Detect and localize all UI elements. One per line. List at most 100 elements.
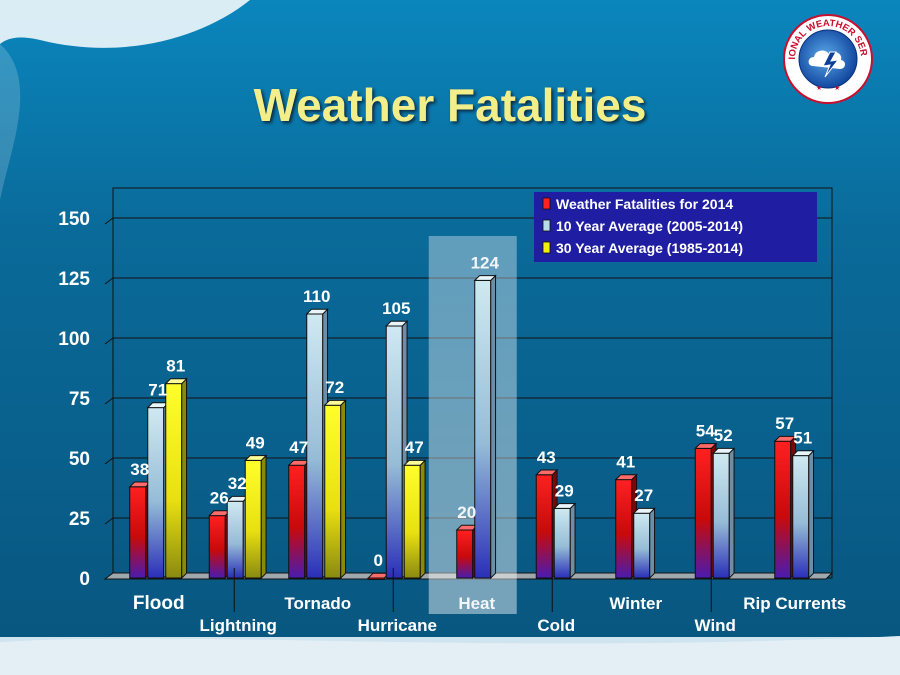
data-label: 71 <box>148 381 167 400</box>
gridline-depth <box>104 517 114 525</box>
bar-face <box>129 486 147 579</box>
bar-winter-series-2 <box>632 507 656 580</box>
bar-wind-series-2 <box>712 447 736 580</box>
data-label: 38 <box>130 460 149 479</box>
data-label: 47 <box>405 438 424 457</box>
data-label: 0 <box>374 551 383 570</box>
bar-top <box>773 435 797 442</box>
bar-side <box>649 507 656 580</box>
y-tick-label: 25 <box>69 509 91 530</box>
bar-face <box>615 479 633 579</box>
bar-top <box>694 443 718 449</box>
bar-side <box>419 459 426 580</box>
data-label: 47 <box>289 438 308 457</box>
data-label: 20 <box>457 503 476 522</box>
bar-cold-series-2 <box>553 502 577 580</box>
bar-hurricane-series-2 <box>385 319 409 580</box>
gridline-depth <box>104 217 114 225</box>
data-label: 110 <box>303 287 330 306</box>
svg-text:★: ★ <box>816 84 822 92</box>
bar-top <box>244 455 268 461</box>
gridline-depth <box>104 457 114 465</box>
bar-face <box>147 407 165 579</box>
nws-logo: NATIONAL WEATHER SERVICE ★ ★ <box>783 14 873 104</box>
bar-face <box>694 447 712 579</box>
data-label: 41 <box>616 453 635 472</box>
bar-face <box>712 452 730 579</box>
bar-side <box>181 377 188 580</box>
svg-text:★: ★ <box>834 84 840 92</box>
data-label: 124 <box>471 253 500 272</box>
bar-top <box>385 320 409 327</box>
bar-side <box>728 447 735 580</box>
y-axis: 0 25 50 75 100 125 150 <box>58 209 90 590</box>
bar-face <box>456 529 474 579</box>
bar-face <box>403 464 421 579</box>
bar-flood-series-3 <box>164 377 188 580</box>
data-label: 26 <box>210 489 229 508</box>
legend-label: Weather Fatalities for 2014 <box>556 196 733 212</box>
bar-face <box>165 383 183 579</box>
bar-face <box>633 512 651 579</box>
bar-hurricane-series-3 <box>403 459 427 580</box>
y-tick-label: 75 <box>69 389 91 410</box>
legend-swatch <box>542 241 551 254</box>
bar-face <box>288 464 306 579</box>
legend-label: 30 Year Average (1985-2014) <box>556 240 743 256</box>
bar-face <box>792 455 810 579</box>
category-label: Cold <box>537 616 575 635</box>
y-tick-label: 125 <box>58 269 90 290</box>
bar-side <box>569 502 576 580</box>
bar-side <box>260 454 267 580</box>
legend-label: 10 Year Average (2005-2014) <box>556 218 743 234</box>
bar-face <box>385 325 403 579</box>
bar-top <box>323 399 347 406</box>
bar-top <box>632 507 656 514</box>
bottom-band-wave <box>0 636 900 675</box>
category-label: Rip Currents <box>743 594 846 613</box>
bar-top <box>305 308 329 315</box>
bar-face <box>774 440 792 579</box>
data-label: 52 <box>714 426 733 445</box>
y-tick-label: 150 <box>58 209 90 230</box>
legend-box <box>534 192 817 262</box>
data-label: 51 <box>793 429 812 448</box>
background-swoosh <box>0 0 250 48</box>
legend-swatch <box>542 219 551 232</box>
background-swoosh-fade <box>0 44 21 200</box>
category-label: Heat <box>458 594 495 613</box>
data-label: 105 <box>382 299 410 318</box>
bar-lightning-series-3 <box>244 454 268 580</box>
data-label: 32 <box>228 474 247 493</box>
gridline-depth <box>104 397 114 405</box>
data-label: 29 <box>555 481 574 500</box>
legend: Weather Fatalities for 2014 10 Year Avera… <box>534 192 817 262</box>
gridline-depth <box>104 337 114 345</box>
y-tick-label: 0 <box>79 569 90 590</box>
bar-face <box>244 459 262 579</box>
bar-face <box>553 507 571 579</box>
data-label: 57 <box>775 414 794 433</box>
bar-top <box>535 469 559 476</box>
data-label: 49 <box>246 433 265 452</box>
bar-face <box>324 404 342 579</box>
bar-face <box>474 279 492 579</box>
data-label: 43 <box>537 448 556 467</box>
bar-side <box>490 274 497 580</box>
y-tick-label: 50 <box>69 449 90 470</box>
bar-top <box>553 503 577 509</box>
data-label: 54 <box>696 421 715 440</box>
bar-face <box>208 515 226 579</box>
category-label: Hurricane <box>358 616 437 635</box>
bar-side <box>808 449 815 580</box>
gridline-depth <box>104 277 114 285</box>
page-title: Weather Fatalities <box>253 79 647 131</box>
bars <box>128 274 815 580</box>
bar-top <box>614 474 638 481</box>
data-label: 72 <box>325 378 344 397</box>
data-label: 27 <box>634 486 653 505</box>
bar-face <box>226 500 244 579</box>
bar-face <box>535 474 553 579</box>
